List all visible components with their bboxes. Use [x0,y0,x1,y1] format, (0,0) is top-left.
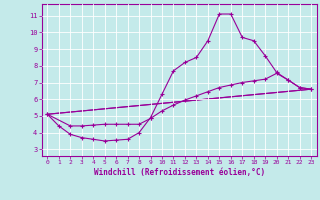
X-axis label: Windchill (Refroidissement éolien,°C): Windchill (Refroidissement éolien,°C) [94,168,265,177]
